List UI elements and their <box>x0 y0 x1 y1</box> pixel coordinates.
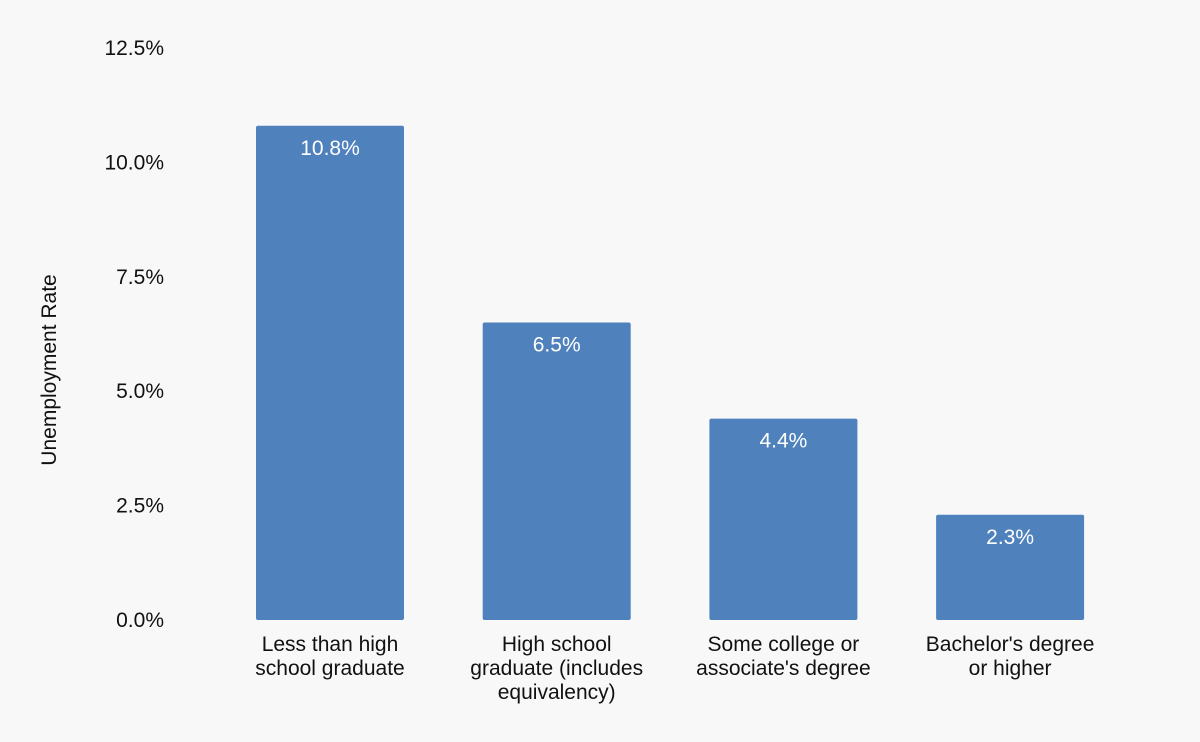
x-tick-label: Bachelor's degree or higher <box>926 633 1095 680</box>
data-label: 4.4% <box>759 430 807 453</box>
x-tick-label-line: High school <box>502 633 612 656</box>
x-tick-label: Some college or associate's degree <box>696 633 870 680</box>
y-tick-label: 0.0% <box>116 609 164 632</box>
x-tick-label: Less than high school graduate <box>255 633 404 680</box>
y-tick-label: 5.0% <box>116 380 164 403</box>
x-axis: Less than high school graduate High school… <box>255 633 1094 704</box>
x-tick-label-line: Less than high <box>262 633 399 656</box>
y-tick-label: 10.0% <box>104 151 164 174</box>
data-label: 6.5% <box>533 334 581 357</box>
bar[interactable] <box>256 125 404 621</box>
data-label: 10.8% <box>300 137 360 160</box>
x-tick-label-line: or higher <box>969 657 1052 680</box>
y-tick-label: 12.5% <box>104 37 164 60</box>
y-tick-label: 7.5% <box>116 266 164 289</box>
bar[interactable] <box>936 514 1085 620</box>
x-tick-label-line: Some college or <box>708 633 860 656</box>
y-axis-title: Unemployment Rate <box>38 274 61 465</box>
data-labels: 10.8% 6.5% 4.4% 2.3% <box>300 137 1034 549</box>
x-tick-label: High school graduate (includes equivalency… <box>470 633 643 704</box>
bar[interactable] <box>709 418 858 620</box>
bar[interactable] <box>482 322 631 620</box>
x-tick-label-line: graduate (includes <box>470 657 643 680</box>
data-label: 2.3% <box>986 526 1034 549</box>
x-tick-label-line: school graduate <box>255 657 404 680</box>
bars <box>256 125 1085 621</box>
x-tick-label-line: associate's degree <box>696 657 870 680</box>
y-tick-label: 2.5% <box>116 495 164 518</box>
y-axis: 0.0% 2.5% 5.0% 7.5% 10.0% 12.5% <box>104 37 164 632</box>
x-tick-label-line: Bachelor's degree <box>926 633 1095 656</box>
x-tick-label-line: equivalency) <box>498 681 616 704</box>
